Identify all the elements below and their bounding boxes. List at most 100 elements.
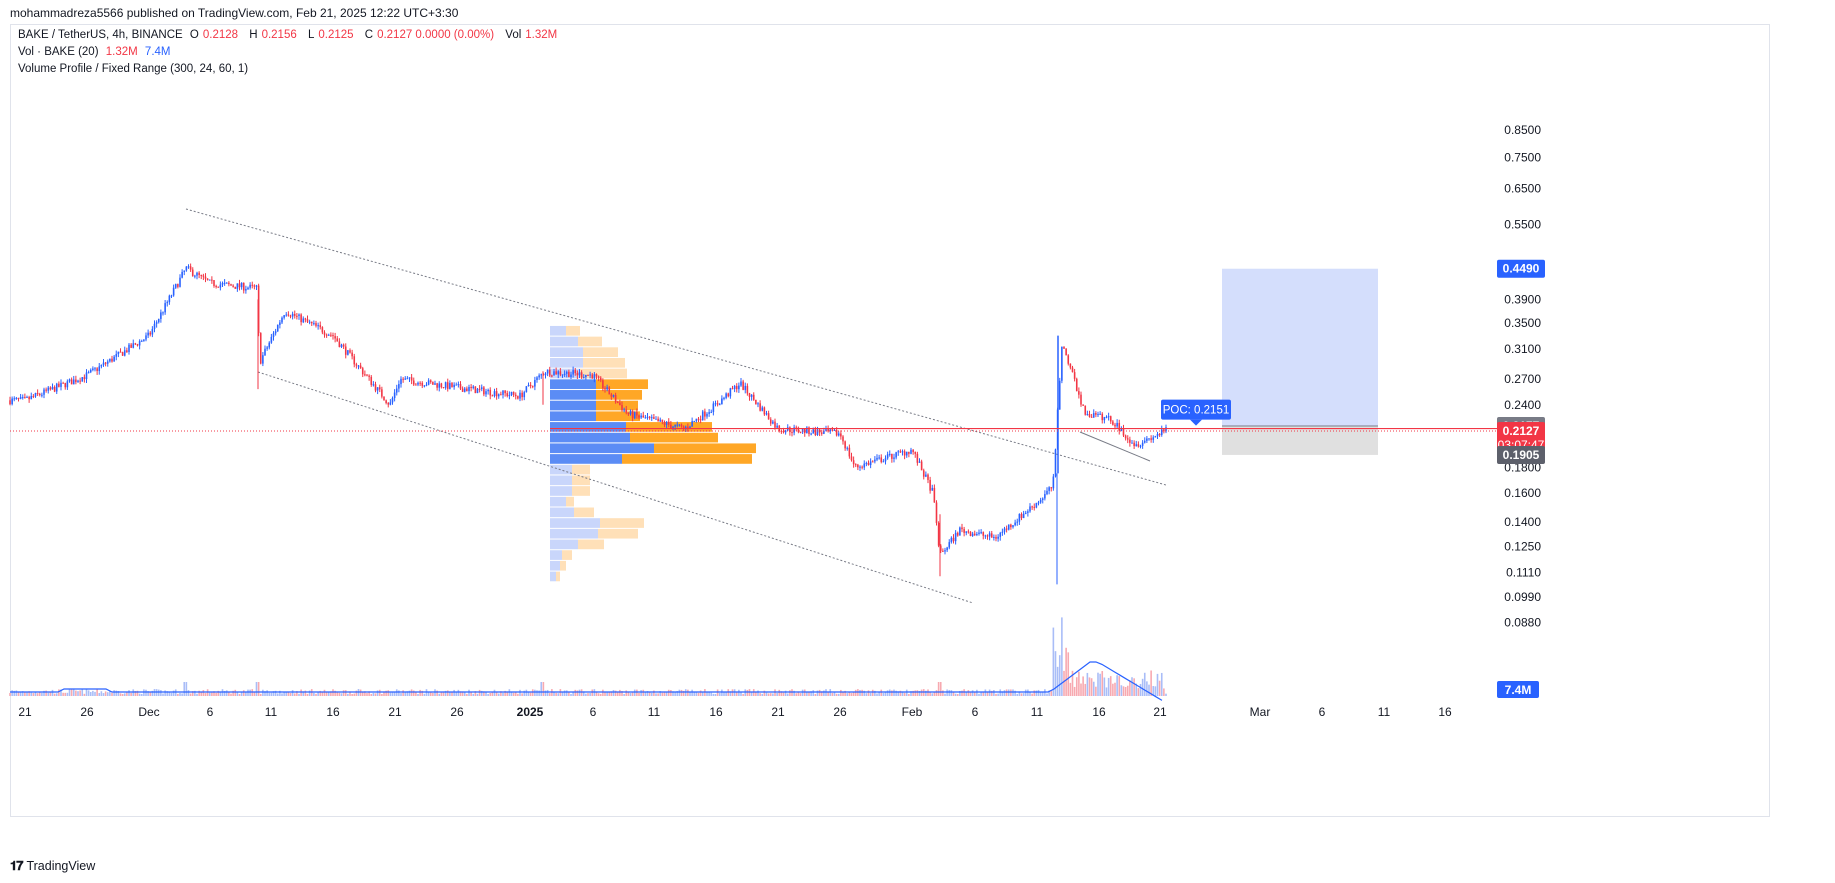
volume-bar: [534, 689, 536, 696]
volume-profile-up-bar: [550, 357, 583, 368]
volume-profile: [550, 325, 756, 582]
volume-bar: [937, 682, 940, 696]
volume-bar: [852, 691, 855, 696]
volume-bar: [166, 691, 169, 696]
volume-bar: [247, 689, 249, 696]
candle-body: [565, 371, 568, 374]
volume-bar: [716, 689, 719, 696]
candle-body: [988, 533, 991, 537]
time-tick: Mar: [1250, 705, 1271, 719]
volume-bar: [672, 691, 674, 696]
volume-bar: [986, 691, 989, 696]
candle-body: [100, 364, 103, 367]
candle-body: [251, 284, 254, 286]
candle-body: [869, 461, 872, 466]
volume-study-value-1: 1.32M: [105, 46, 138, 58]
volume-bar: [525, 689, 528, 696]
symbol-title: BAKE / TetherUS, 4h, BINANCE: [18, 29, 183, 41]
volume-bar: [198, 690, 200, 696]
candle-body: [803, 428, 806, 434]
volume-bar: [795, 693, 798, 696]
volume-bar: [162, 693, 164, 696]
candle-body: [410, 377, 413, 381]
volume-bar: [1156, 673, 1159, 696]
candle-body: [151, 328, 154, 335]
candle-body: [837, 433, 840, 436]
candle-body: [187, 266, 190, 268]
volume-bar: [24, 692, 26, 696]
candle-body: [642, 415, 645, 418]
candle-body: [1129, 439, 1131, 443]
volume-profile-down-bar: [580, 368, 627, 379]
volume-bar: [1099, 673, 1101, 696]
volume-bar: [888, 689, 891, 696]
candle-body: [939, 545, 942, 551]
candle-body: [487, 389, 489, 392]
candle-body: [621, 405, 623, 411]
candle-body: [797, 427, 800, 432]
volume-bar: [75, 690, 77, 696]
tradingview-brand[interactable]: 𝟏𝟕 TradingView: [10, 858, 95, 874]
symbol-legend[interactable]: BAKE / TetherUS, 4h, BINANCE O 0.2128 H 0.…: [18, 29, 565, 41]
candle-body: [1137, 444, 1140, 447]
candle-body: [587, 374, 589, 376]
volume-profile-down-bar: [566, 496, 574, 507]
candle-body: [570, 374, 572, 378]
candle-body: [752, 394, 755, 400]
volume-bar: [521, 693, 523, 696]
candle-body: [321, 327, 324, 333]
candle-body: [929, 479, 931, 491]
volume-bar: [147, 691, 149, 696]
candle-body: [704, 411, 706, 417]
volume-bar: [733, 689, 736, 696]
volume-bar: [1095, 686, 1097, 696]
candle-body: [147, 332, 149, 336]
volume-bar: [553, 691, 555, 696]
open-value: 0.2128: [202, 29, 239, 41]
candle-body: [1054, 449, 1057, 477]
volume-bar: [179, 692, 181, 696]
volume-bar: [659, 691, 662, 696]
volume-bar: [330, 691, 332, 696]
volume-bar: [264, 691, 266, 696]
candle-body: [1131, 442, 1133, 444]
candle-body: [799, 431, 802, 433]
volume-bar: [865, 693, 868, 696]
candle-body: [1027, 511, 1029, 513]
volume-profile-down-bar: [578, 539, 604, 550]
candle-body: [727, 393, 730, 397]
candle-body: [1084, 405, 1087, 415]
volume-bar: [440, 692, 443, 696]
candle-body: [908, 451, 910, 454]
volume-bar: [164, 690, 166, 696]
volume-bar: [765, 692, 768, 696]
candle-body: [393, 392, 396, 399]
volume-bar: [19, 691, 22, 696]
volume-bar: [546, 689, 549, 696]
candle-body: [740, 381, 742, 386]
volume-bar: [746, 689, 749, 696]
volume-study-legend[interactable]: Vol · BAKE (20) 1.32M 7.4M: [18, 46, 175, 58]
candle-body: [1156, 434, 1159, 437]
candle-body: [491, 395, 494, 397]
candle-body: [468, 386, 470, 392]
volume-bar: [134, 690, 137, 696]
candle-body: [884, 458, 887, 462]
candle-body: [946, 547, 948, 551]
candle-body: [636, 412, 638, 416]
volume-profile-legend[interactable]: Volume Profile / Fixed Range (300, 24, 6…: [18, 63, 252, 75]
candle-body: [506, 393, 509, 397]
candle-body: [236, 283, 239, 289]
volume-bar: [646, 691, 649, 696]
candle-body: [1092, 413, 1095, 418]
volume-bar: [1029, 692, 1031, 696]
stop-price-label-box: [1497, 445, 1545, 464]
candle-body: [795, 427, 798, 429]
time-tick: 21: [771, 705, 785, 719]
volume-bar: [810, 691, 812, 696]
candle-body: [415, 384, 417, 386]
candle-body: [353, 356, 356, 365]
candle-body: [791, 432, 793, 434]
candle-body: [1080, 394, 1082, 405]
